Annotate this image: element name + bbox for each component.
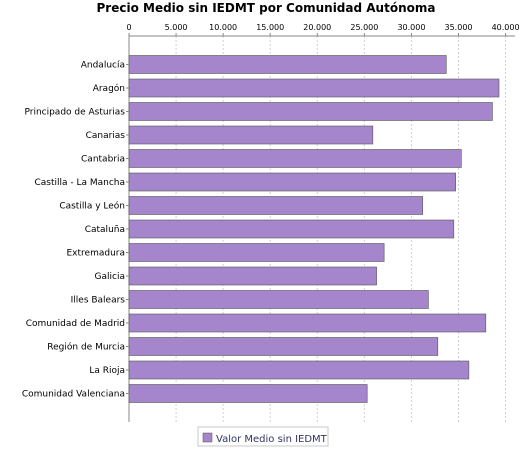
x-tick-label: 40.000 xyxy=(492,23,520,32)
category-label: Canarias xyxy=(86,131,126,141)
category-label: Principado de Asturias xyxy=(24,108,125,118)
bar xyxy=(128,266,377,286)
category-label: Illes Balears xyxy=(71,296,126,306)
x-tick-label: 15.000 xyxy=(256,23,284,32)
category-label: Comunidad de Madrid xyxy=(26,319,125,329)
chart-title: Precio Medio sin IEDMT por Comunidad Aut… xyxy=(97,1,436,15)
bar xyxy=(128,219,455,239)
x-tick-label: 5.000 xyxy=(165,23,188,32)
bar xyxy=(128,337,439,356)
bars xyxy=(128,55,500,403)
bar xyxy=(128,313,487,333)
bar xyxy=(128,172,456,192)
bar xyxy=(128,360,470,380)
x-axis: 0 5.000 10.000 15.000 20.000 25.000 30.000 35.0… xyxy=(126,23,520,422)
bar xyxy=(128,149,462,168)
category-labels: Andalucía Aragón Principado de Asturias Can… xyxy=(22,61,129,400)
bar xyxy=(128,125,374,145)
bar xyxy=(128,55,447,74)
category-label: Aragón xyxy=(93,83,125,94)
category-label: Castilla y León xyxy=(59,201,125,212)
category-label: Cantabria xyxy=(81,155,125,165)
x-tick-label: 25.000 xyxy=(350,23,378,32)
bar xyxy=(128,243,385,262)
legend-swatch xyxy=(202,432,213,443)
legend-box xyxy=(197,426,329,447)
x-tick-label: 35.000 xyxy=(445,23,473,32)
x-tick-label: 20.000 xyxy=(303,23,331,32)
bar xyxy=(128,290,429,309)
bar xyxy=(128,102,493,121)
category-label: Castilla - La Mancha xyxy=(34,178,125,188)
category-label: Galicia xyxy=(95,272,125,282)
category-label: Extremadura xyxy=(67,249,126,259)
legend-label: Valor Medio sin IEDMT xyxy=(216,434,328,445)
category-label: Comunidad Valenciana xyxy=(22,390,125,400)
bar xyxy=(128,78,500,98)
category-label: Andalucía xyxy=(81,61,125,71)
category-label: La Rioja xyxy=(89,366,125,376)
category-label: Cataluña xyxy=(85,225,125,235)
bar xyxy=(128,196,424,215)
category-label: Región de Murcia xyxy=(47,342,125,353)
x-tick-label: 30.000 xyxy=(397,23,425,32)
bar xyxy=(128,384,368,403)
x-tick-label: 10.000 xyxy=(209,23,237,32)
x-tick-label: 0 xyxy=(126,23,131,32)
legend: Valor Medio sin IEDMT xyxy=(197,426,329,447)
